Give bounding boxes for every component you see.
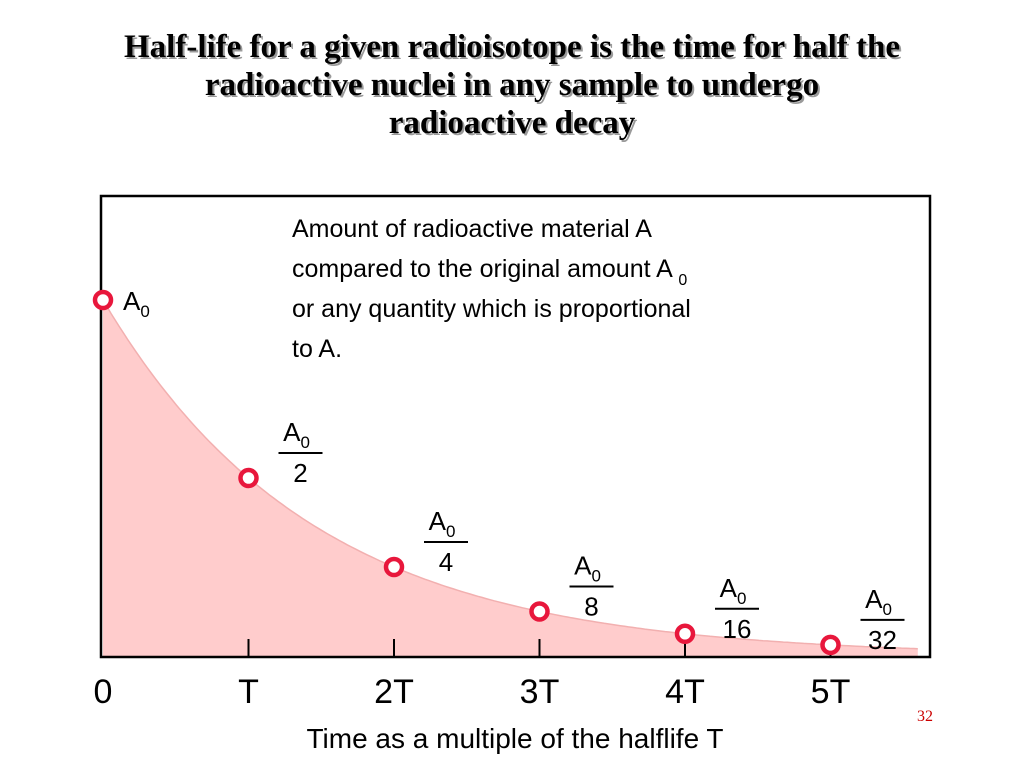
x-tick-label: T	[238, 673, 259, 711]
title-line-2: radioactive nuclei in any sample to unde…	[204, 67, 820, 103]
point-label-denominator: 4	[439, 547, 453, 577]
y-axis-description: Amount of radioactive material A compare…	[292, 215, 698, 363]
data-point-marker	[674, 623, 696, 644]
data-point-marker	[529, 601, 550, 622]
slide-title: Half-life for a given radioisotope is th…	[30, 28, 994, 142]
point-label: A0	[123, 286, 150, 321]
x-tick-label: 2T	[374, 673, 414, 711]
data-point-marker	[92, 289, 114, 311]
point-label: A02	[278, 417, 323, 488]
point-label-denominator: 16	[723, 614, 752, 644]
point-label-text: A0	[123, 286, 150, 321]
data-points	[92, 289, 841, 656]
ylabel-line-2: compared to the original amount A	[292, 255, 673, 283]
data-point-marker	[383, 556, 405, 578]
ylabel-line-4: to A.	[292, 335, 342, 363]
point-label-numerator: A0	[283, 417, 310, 452]
point-label-numerator: A0	[865, 584, 892, 619]
decay-curve	[102, 299, 918, 650]
point-label-numerator: A0	[574, 551, 601, 586]
x-tick-label: 4T	[665, 673, 705, 711]
x-tick-label: 0	[94, 673, 113, 711]
ylabel-line-1: Amount of radioactive material A	[292, 215, 652, 243]
point-label-numerator: A0	[429, 506, 456, 541]
title-line-3: radioactive decay	[388, 105, 636, 141]
page-number: 32	[917, 708, 933, 725]
data-point-marker	[238, 467, 259, 489]
ylabel-subscript: 0	[678, 272, 687, 289]
title-line-1: Half-life for a given radioisotope is th…	[124, 29, 900, 65]
decay-area	[103, 300, 918, 656]
point-label-denominator: 2	[293, 458, 307, 488]
point-label-denominator: 32	[868, 625, 897, 655]
x-tick-label: 3T	[520, 673, 560, 711]
data-point-marker	[820, 634, 841, 656]
point-label: A04	[424, 506, 468, 577]
point-label-denominator: 8	[584, 592, 598, 622]
x-axis-label: Time as a multiple of the halflife T	[306, 723, 723, 754]
point-label-numerator: A0	[720, 573, 747, 608]
point-label: A08	[569, 551, 614, 622]
plot-frame	[99, 194, 932, 659]
x-tick-labels: 0 T 2T 3T 4T 5T	[94, 673, 851, 711]
x-tick-label: 5T	[811, 673, 851, 711]
ylabel-line-3: or any quantity which is proportional	[292, 295, 691, 323]
